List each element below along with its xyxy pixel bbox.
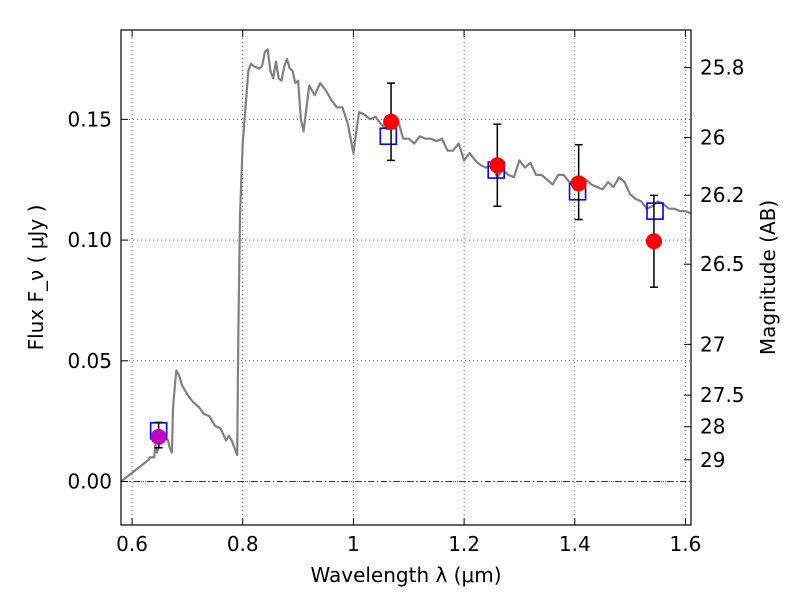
y-tick-label: 0.10: [67, 228, 112, 252]
x-tick-label: 0.8: [227, 532, 259, 556]
observed-point: [150, 428, 167, 445]
mag-tick-label: 29: [700, 448, 725, 472]
mag-tick-label: 28: [700, 415, 725, 439]
mag-tick-label: 25.8: [700, 56, 745, 80]
x-axis-label: Wavelength λ (μm): [310, 563, 501, 587]
x-tick-label: 1.2: [448, 532, 480, 556]
mag-tick-label: 26: [700, 125, 725, 149]
model-photometry-squares: [149, 127, 664, 440]
observed-point: [383, 113, 400, 130]
grid-lines: [121, 30, 691, 525]
mag-tick-label: 26.2: [700, 183, 745, 207]
x-tick-label: 1.6: [670, 532, 702, 556]
observed-photometry-points: [150, 82, 662, 449]
spectrum-line: [121, 48, 691, 483]
y-tick-label: 0.00: [67, 470, 112, 494]
x-tick-label: 1.4: [559, 532, 591, 556]
y-axis-ticks: 0.00 0.05 0.10 0.15: [67, 107, 128, 494]
mag-tick-label: 26.5: [700, 252, 745, 276]
y-axis-label: Flux F_ν ( μJy ): [24, 205, 48, 351]
observed-point: [489, 157, 506, 174]
x-tick-label: 0.6: [116, 532, 148, 556]
y-tick-label: 0.15: [67, 107, 112, 131]
mag-tick-label: 27: [700, 332, 725, 356]
x-tick-label: 1: [347, 532, 360, 556]
x-axis-ticks: 0.6 0.8 1 1.2 1.4 1.6: [116, 30, 701, 556]
y-tick-label: 0.05: [67, 349, 112, 373]
observed-point: [645, 233, 662, 250]
magnitude-axis-ticks: 25.8 26 26.2 26.5 27 27.5 28 29: [684, 56, 745, 472]
plot-frame: [120, 29, 692, 526]
model-square-marker: [646, 202, 664, 220]
magnitude-axis-label: Magnitude (AB): [756, 200, 780, 355]
observed-point: [570, 175, 587, 192]
model-square-marker: [379, 127, 398, 146]
model-spectrum: [121, 48, 691, 483]
mag-tick-label: 27.5: [700, 383, 745, 407]
